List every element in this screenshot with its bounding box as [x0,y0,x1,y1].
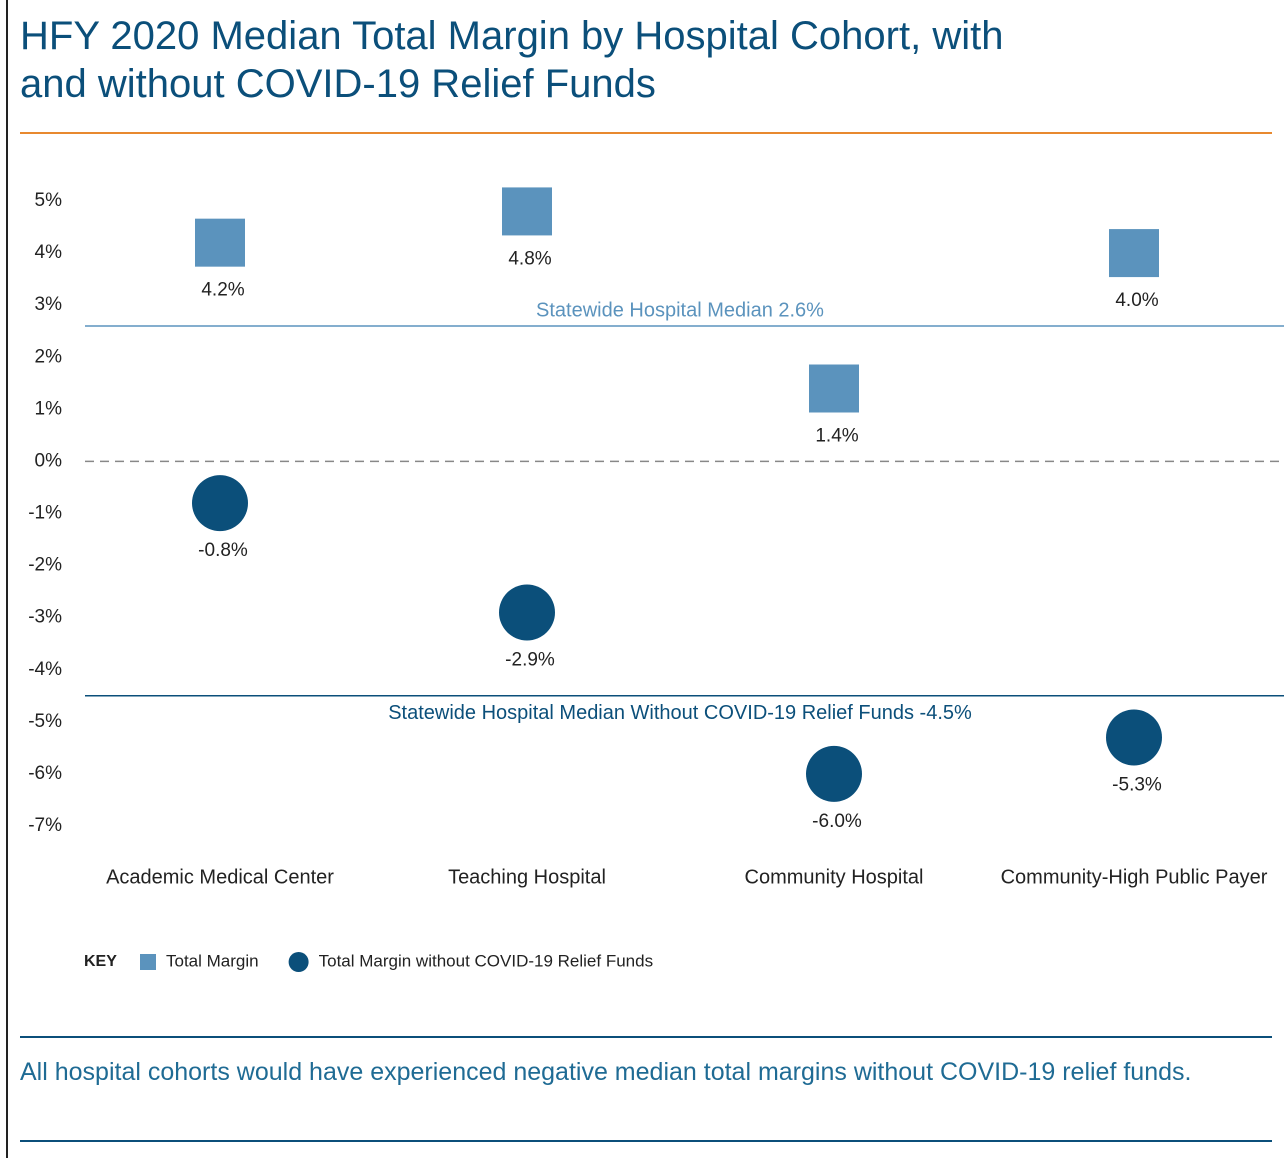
square-marker [502,187,552,236]
value-label: -0.8% [198,540,248,561]
y-tick-label: -7% [28,815,62,836]
chart-title: HFY 2020 Median Total Margin by Hospital… [20,14,1004,106]
divider [20,132,1272,134]
footnote: All hospital cohorts would have experien… [20,1058,1192,1086]
divider [20,1140,1272,1142]
y-tick-label: 5% [35,190,63,211]
x-tick-label: Community-High Public Payer [1001,866,1268,888]
value-label: -6.0% [812,811,862,832]
x-tick-label: Community Hospital [745,866,924,888]
y-tick-label: -1% [28,503,62,524]
x-tick-label: Teaching Hospital [448,866,606,888]
legend-title: KEY [84,953,117,970]
y-tick-label: -2% [28,555,62,576]
reference-label: Statewide Hospital Median 2.6% [536,299,824,321]
divider [20,1036,1272,1038]
circle-marker [192,475,248,532]
legend-label: Total Margin [166,951,259,970]
circle-marker [499,584,555,641]
circle-marker [1106,709,1162,766]
y-tick-label: -4% [28,659,62,680]
legend-swatch [140,954,156,970]
frame [6,0,1284,1158]
y-tick-label: -6% [28,763,62,784]
legend-label: Total Margin without COVID-19 Relief Fun… [319,951,653,970]
reference-label: Statewide Hospital Median Without COVID-… [388,702,972,724]
value-label: 1.4% [815,426,858,447]
chart: 5% 4% 3% 2% 1% 0% -1% -2% -3% -4% -5% -6% -7% Statewi… [28,187,1284,972]
value-label: -2.9% [505,649,555,670]
value-label: -5.3% [1112,774,1162,795]
legend-swatch [288,952,309,972]
y-tick-label: 4% [35,242,63,263]
value-label: 4.0% [1115,290,1158,311]
square-marker [1109,229,1159,278]
y-tick-label: 0% [35,450,63,471]
y-tick-label: 1% [35,398,63,419]
y-tick-label: -3% [28,607,62,628]
x-tick-label: Academic Medical Center [106,866,334,888]
value-label: 4.8% [508,248,551,269]
y-tick-label: 3% [35,294,63,315]
y-tick-label: 2% [35,346,63,367]
circle-marker [806,745,862,802]
square-marker [809,364,859,413]
value-label: 4.2% [201,280,244,301]
square-marker [195,218,245,267]
y-tick-label: -5% [28,711,62,732]
